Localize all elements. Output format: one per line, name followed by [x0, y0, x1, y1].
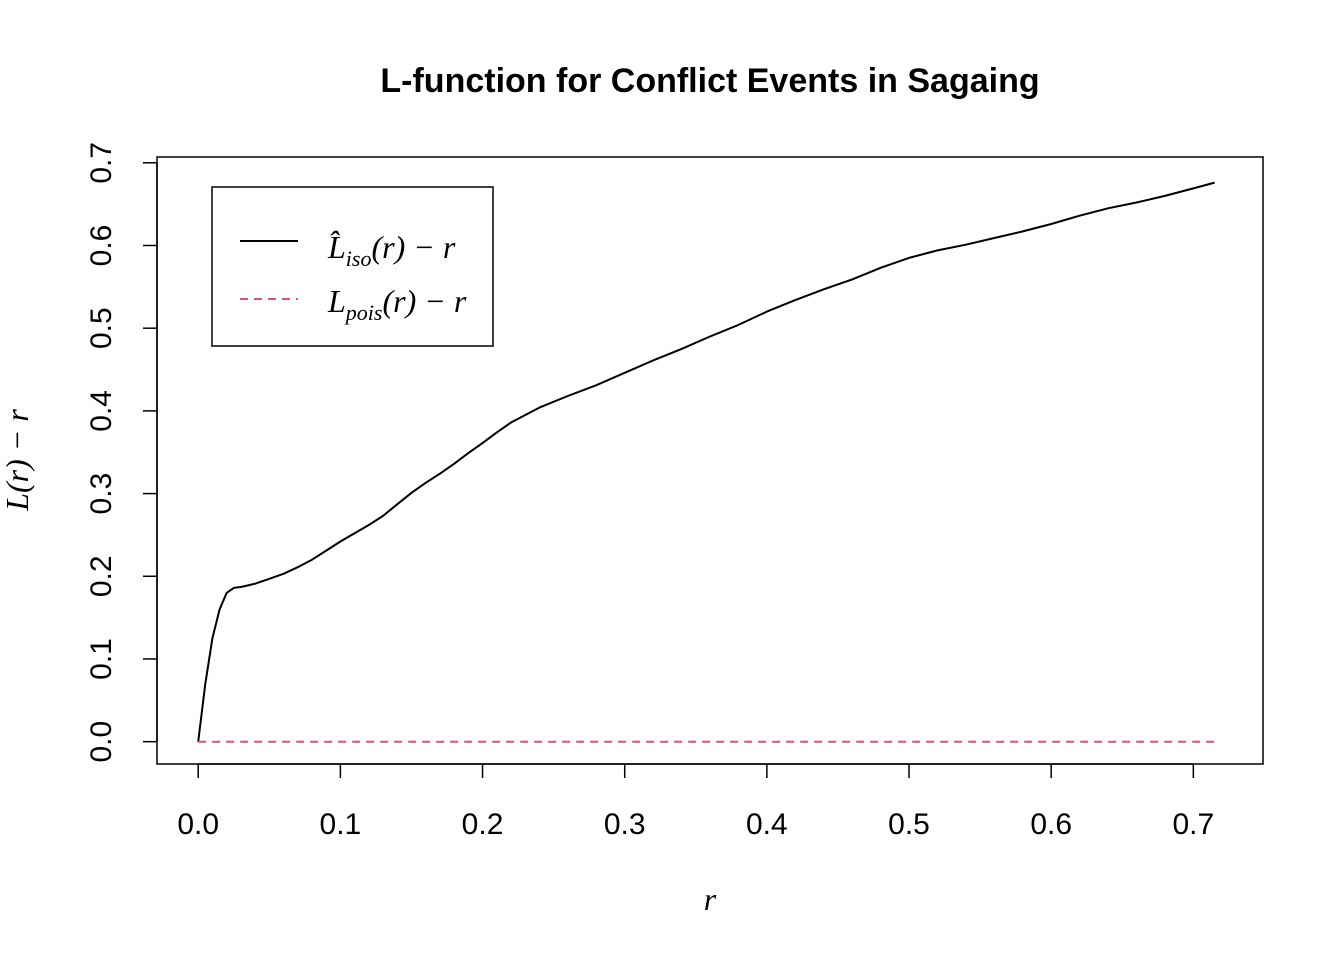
legend-label-pois-sub: pois: [344, 300, 383, 325]
legend-box: [211, 186, 494, 347]
legend-label-iso-tail: (r) − r: [371, 229, 455, 265]
y-axis-title: L(r) − r: [0, 409, 35, 512]
x-tick-label: 0.6: [1030, 808, 1072, 841]
y-tick-label: 0.2: [85, 555, 118, 597]
series-layer: [197, 181, 1215, 743]
x-tick-label: 0.2: [462, 808, 504, 841]
series-line-iso: [197, 181, 1215, 742]
x-axis: 0.0 0.1 0.2 0.3 0.4 0.5 0.6 0.7: [177, 763, 1214, 841]
y-axis: 0.0 0.1 0.2 0.3 0.4 0.5 0.6 0.7: [85, 142, 158, 763]
x-tick-label: 0.0: [177, 808, 219, 841]
x-tick-label: 0.5: [888, 808, 930, 841]
y-tick-label: 0.1: [85, 638, 118, 680]
y-tick-label: 0.7: [85, 142, 118, 184]
legend-label-iso: L̂iso(r) − r: [327, 229, 456, 271]
legend-label-pois: Lpois(r) − r: [327, 283, 467, 325]
y-tick-label: 0.4: [85, 390, 118, 432]
y-tick-label: 0.5: [85, 307, 118, 349]
chart-title: L-function for Conflict Events in Sagain…: [380, 62, 1039, 100]
y-tick-label: 0.0: [85, 721, 118, 763]
x-axis-title: r: [704, 881, 717, 917]
legend: L̂iso(r) − r Lpois(r) − r: [211, 186, 494, 347]
legend-label-iso-sub: iso: [346, 246, 372, 271]
legend-label-iso-main: L̂: [327, 229, 346, 265]
legend-label-pois-tail: (r) − r: [382, 283, 466, 319]
legend-label-pois-main: L: [327, 283, 346, 319]
y-tick-label: 0.3: [85, 473, 118, 515]
x-tick-label: 0.3: [604, 808, 646, 841]
x-tick-label: 0.4: [746, 808, 788, 841]
x-tick-label: 0.1: [320, 808, 362, 841]
y-tick-label: 0.6: [85, 225, 118, 267]
x-tick-label: 0.7: [1172, 808, 1214, 841]
